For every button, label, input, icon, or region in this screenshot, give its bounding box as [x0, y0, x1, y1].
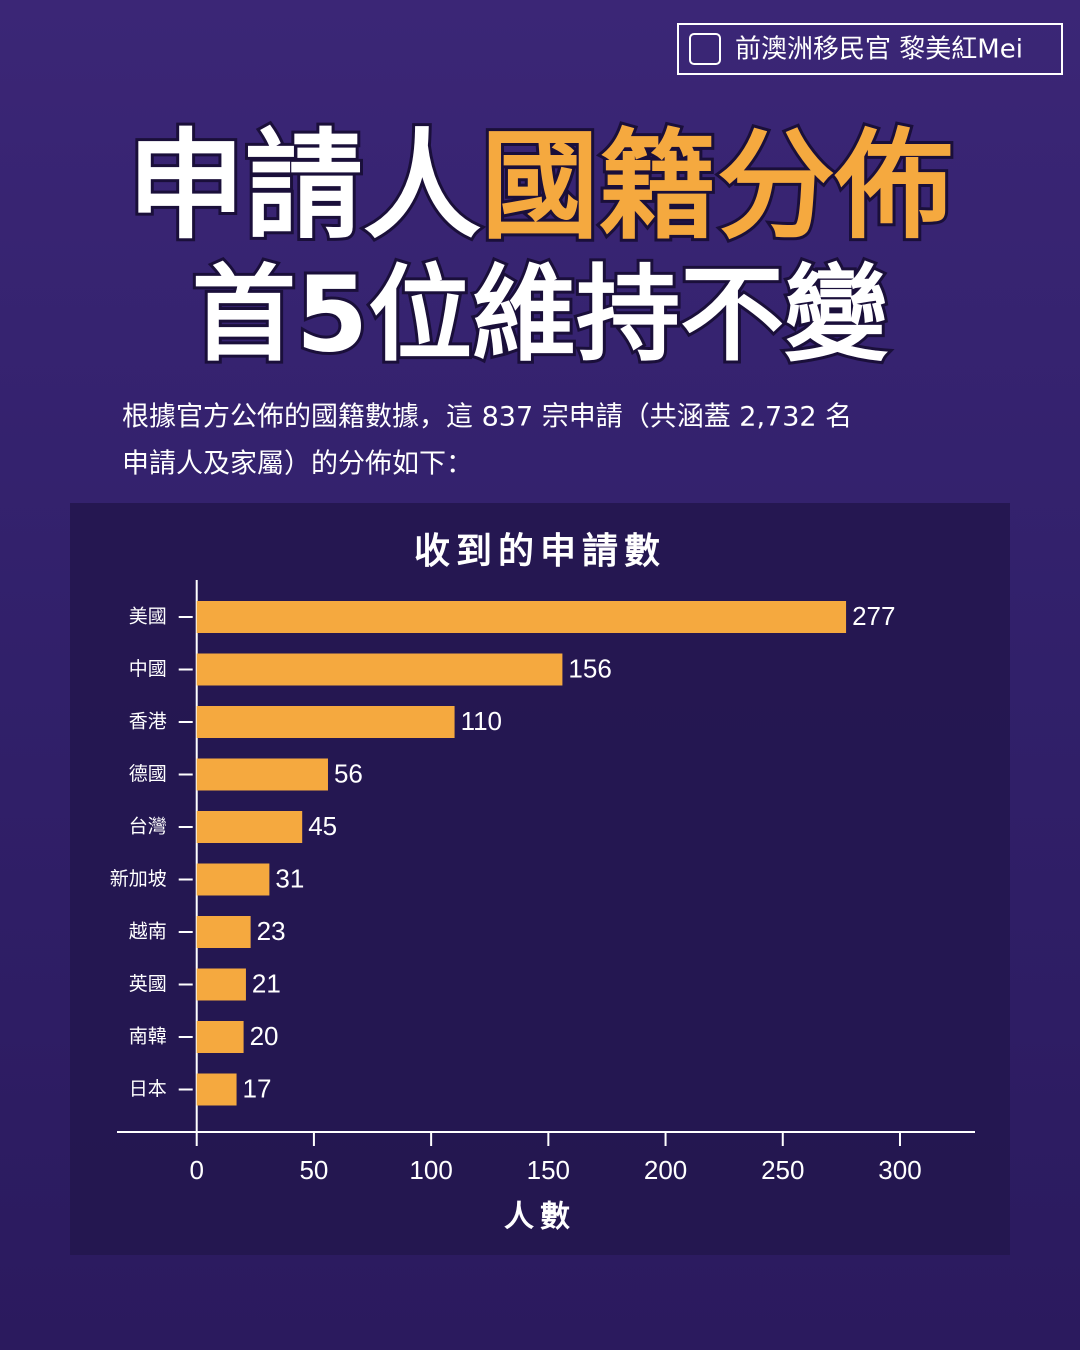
y-tick-label: 新加坡: [110, 868, 167, 890]
bar: [196, 1073, 237, 1106]
x-tick-label: 100: [409, 1155, 452, 1185]
value-label: 20: [250, 1021, 279, 1051]
value-label: 23: [257, 916, 286, 946]
x-tick-label: 200: [644, 1155, 687, 1185]
headline: 申請人國籍分佈: [127, 117, 953, 255]
value-label: 31: [275, 863, 304, 893]
headline-line2: 首5位維持不變: [192, 253, 888, 375]
value-label: 45: [308, 811, 337, 841]
plot: 0 50 100 150 200 250 300 美國 277 中國 156 香港 110 德國 56 台灣 4…: [110, 580, 975, 1185]
facebook-icon: [689, 33, 721, 65]
headline-white: 申請人: [127, 117, 481, 255]
value-label: 277: [852, 601, 895, 631]
y-tick-label: 香港: [129, 711, 167, 733]
headline-orange: 國籍分佈: [481, 117, 953, 255]
bar: [196, 968, 246, 1001]
x-tick-label: 150: [527, 1155, 570, 1185]
x-tick-label: 50: [299, 1155, 328, 1185]
chart-title: 收到的申請數: [414, 531, 666, 572]
bar: [196, 811, 303, 843]
intro-line: 根據官方公佈的國籍數據，這 837 宗申請（共涵蓋 2,732 名: [122, 402, 852, 433]
x-tick-label: 0: [189, 1155, 203, 1185]
bar: [196, 1021, 244, 1053]
value-label: 156: [568, 653, 611, 683]
value-label: 17: [243, 1073, 272, 1103]
x-tick-label: 250: [761, 1155, 804, 1185]
y-tick-label: 德國: [129, 763, 167, 785]
x-tick-label: 300: [878, 1155, 921, 1185]
intro-line: 申請人及家屬）的分佈如下：: [122, 449, 473, 480]
badge: 前澳洲移民官 黎美紅Mei: [735, 35, 1023, 65]
y-tick-label: 英國: [129, 973, 167, 995]
bar: [196, 601, 847, 633]
y-tick-label: 台灣: [129, 816, 167, 838]
y-tick-label: 越南: [129, 921, 167, 943]
y-tick-label: 美國: [129, 606, 167, 628]
value-label: 56: [334, 758, 363, 788]
y-tick-label: 中國: [129, 658, 167, 680]
y-tick-label: 日本: [129, 1078, 167, 1100]
bar: [196, 653, 563, 686]
value-label: 110: [461, 706, 502, 736]
value-label: 21: [252, 968, 281, 998]
bar: [196, 758, 328, 791]
badge-frame: [677, 23, 1063, 75]
bar: [196, 863, 270, 896]
bar: [196, 916, 251, 948]
x-axis-label: 人數: [504, 1200, 576, 1235]
y-tick-label: 南韓: [129, 1026, 167, 1048]
bar: [196, 706, 455, 738]
